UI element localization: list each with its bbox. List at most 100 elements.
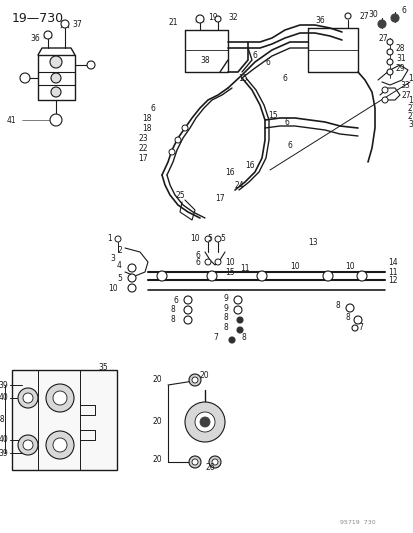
Circle shape [386, 69, 392, 75]
Text: 10: 10 [344, 262, 354, 271]
Circle shape [377, 20, 385, 28]
Text: 19—730: 19—730 [12, 12, 64, 25]
Text: 20: 20 [152, 376, 161, 384]
Text: 11: 11 [387, 268, 396, 277]
Text: 17: 17 [214, 193, 224, 203]
Circle shape [128, 264, 136, 272]
Text: 5: 5 [117, 273, 122, 282]
Circle shape [44, 31, 52, 39]
Circle shape [345, 304, 353, 312]
Circle shape [51, 73, 61, 83]
Circle shape [18, 435, 38, 455]
Text: 18: 18 [142, 124, 152, 133]
Text: 36: 36 [30, 34, 40, 43]
Circle shape [386, 59, 392, 65]
Circle shape [322, 271, 332, 281]
Text: 41: 41 [6, 116, 16, 125]
Text: 7: 7 [213, 334, 218, 343]
Circle shape [23, 440, 33, 450]
Text: 16: 16 [224, 167, 234, 176]
Circle shape [344, 13, 350, 19]
Circle shape [128, 284, 136, 292]
Circle shape [128, 274, 136, 282]
Text: 1: 1 [107, 233, 112, 243]
Circle shape [381, 97, 387, 103]
Text: 26: 26 [205, 464, 214, 472]
Text: 18: 18 [142, 114, 152, 123]
Circle shape [209, 456, 221, 468]
Circle shape [50, 56, 62, 68]
Circle shape [183, 316, 192, 324]
Text: 6: 6 [282, 74, 287, 83]
Text: 17: 17 [138, 154, 147, 163]
Text: 8: 8 [223, 324, 228, 333]
Text: 7: 7 [357, 324, 362, 333]
Text: 27: 27 [407, 111, 413, 120]
Text: 15: 15 [237, 74, 247, 83]
Bar [12, 370, 117, 470]
Text: 38: 38 [0, 416, 5, 424]
Text: 27: 27 [359, 12, 369, 20]
Text: 6: 6 [265, 58, 270, 67]
Circle shape [53, 438, 67, 452]
Text: 27: 27 [377, 34, 387, 43]
Text: 16: 16 [244, 160, 254, 169]
Text: 4: 4 [117, 261, 122, 270]
Text: 20: 20 [152, 456, 161, 464]
Circle shape [228, 337, 235, 343]
Circle shape [256, 271, 266, 281]
Text: 27: 27 [407, 103, 413, 112]
Circle shape [351, 325, 357, 331]
Circle shape [189, 456, 201, 468]
Text: 8: 8 [242, 334, 246, 343]
Text: 36: 36 [314, 15, 324, 25]
Text: 3: 3 [110, 254, 115, 262]
Text: 1: 1 [407, 74, 412, 83]
Circle shape [183, 296, 192, 304]
Text: 21: 21 [168, 18, 178, 27]
Text: 22: 22 [138, 143, 147, 152]
Text: 8: 8 [335, 301, 339, 310]
Circle shape [51, 87, 61, 97]
Text: 14: 14 [387, 257, 396, 266]
Circle shape [199, 417, 209, 427]
Text: 10: 10 [290, 262, 299, 271]
Text: 6: 6 [195, 257, 199, 266]
Text: 38: 38 [200, 55, 209, 64]
Circle shape [214, 236, 221, 242]
Circle shape [20, 73, 30, 83]
Circle shape [236, 317, 242, 323]
Circle shape [356, 271, 366, 281]
Text: 15: 15 [267, 110, 277, 119]
Circle shape [185, 402, 224, 442]
Text: 10: 10 [224, 257, 234, 266]
Circle shape [46, 384, 74, 412]
Circle shape [236, 327, 242, 333]
Text: 1: 1 [407, 95, 412, 104]
Circle shape [23, 393, 33, 403]
Text: 28: 28 [395, 44, 404, 52]
Text: 19: 19 [207, 12, 217, 21]
Text: 5: 5 [207, 233, 212, 243]
Text: 29: 29 [395, 63, 405, 72]
Text: 6: 6 [173, 295, 178, 304]
Circle shape [214, 16, 221, 22]
Text: 11: 11 [240, 263, 249, 272]
Circle shape [46, 431, 74, 459]
Text: 20: 20 [199, 372, 209, 381]
Text: 37: 37 [72, 20, 81, 28]
Text: 95719  730: 95719 730 [339, 520, 375, 524]
Circle shape [182, 125, 188, 131]
Text: 10: 10 [190, 233, 199, 243]
Circle shape [204, 259, 211, 265]
Circle shape [195, 412, 214, 432]
Text: 13: 13 [307, 238, 317, 246]
Text: 39: 39 [0, 381, 8, 390]
Circle shape [183, 306, 192, 314]
Circle shape [211, 459, 218, 465]
Circle shape [206, 271, 216, 281]
Circle shape [353, 316, 361, 324]
Text: 8: 8 [344, 313, 349, 322]
Text: 33: 33 [399, 80, 409, 90]
Text: 8: 8 [223, 313, 228, 322]
